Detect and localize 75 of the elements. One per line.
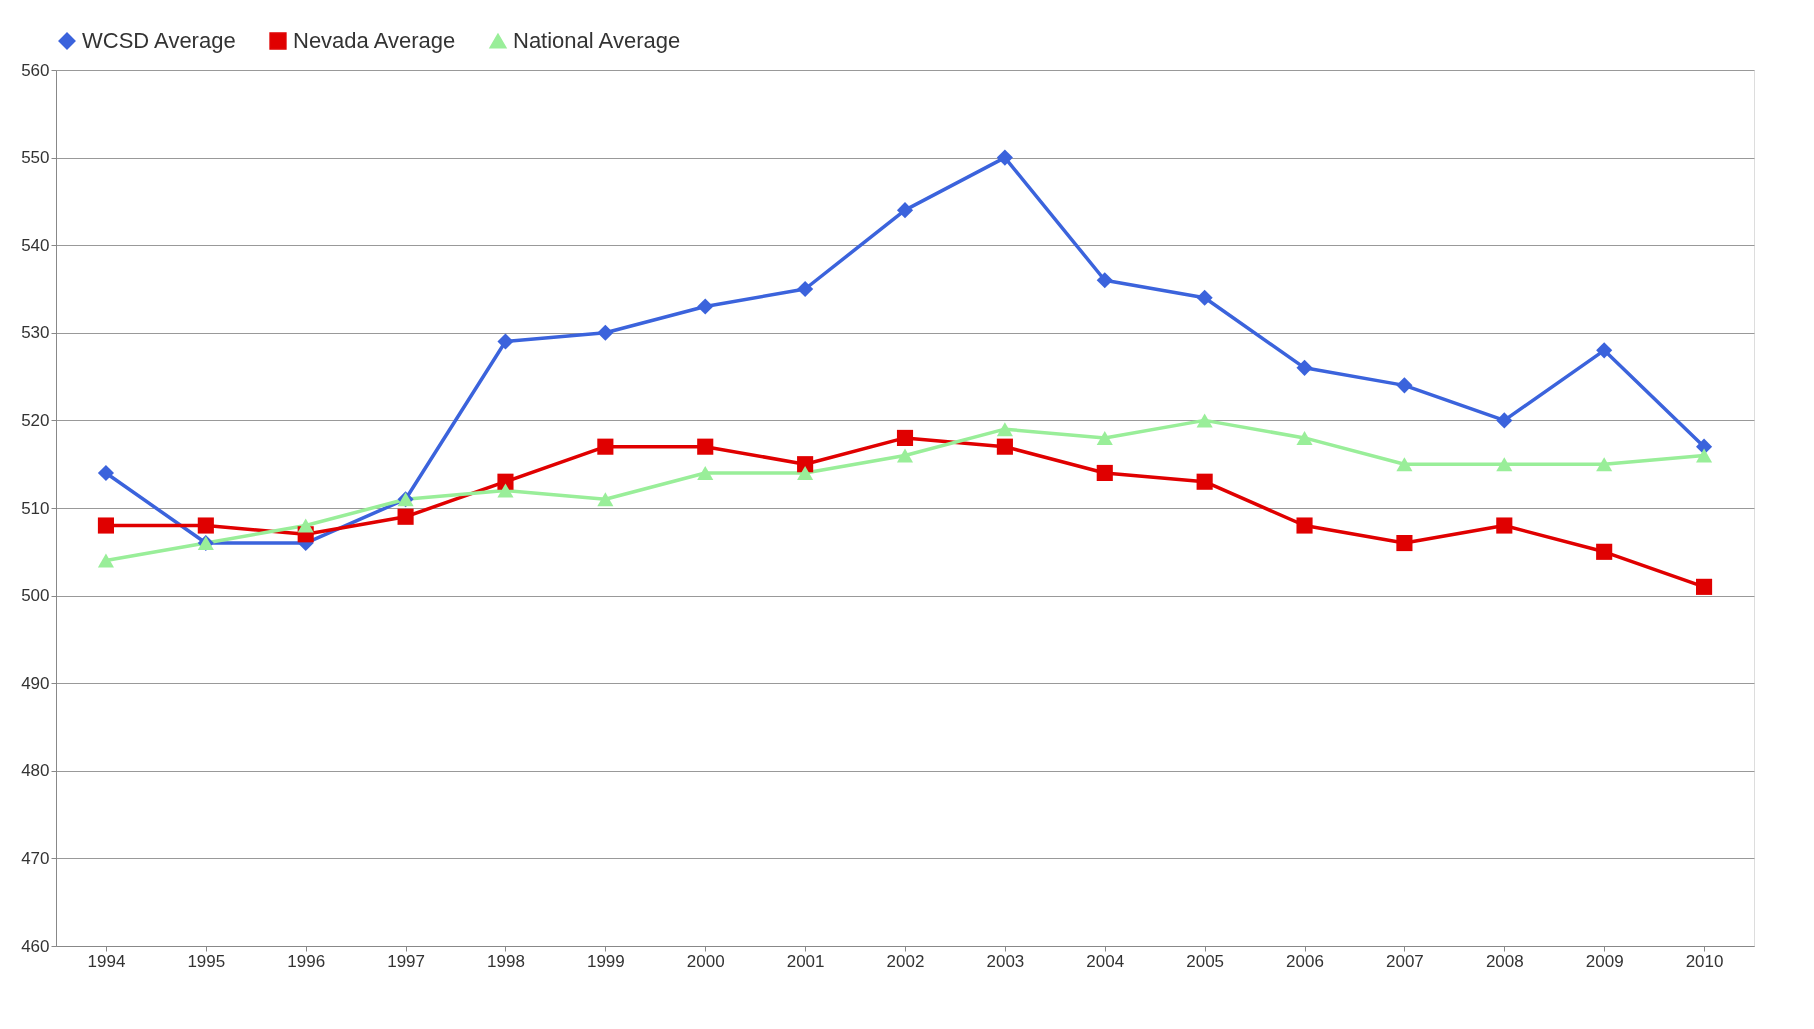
point — [1196, 473, 1213, 490]
x-tick-label: 1998 — [487, 951, 525, 971]
point — [1196, 413, 1213, 428]
point — [1396, 457, 1413, 472]
x-tick-label: 2004 — [1086, 951, 1125, 971]
x-tick-label: 1995 — [187, 951, 226, 971]
point — [697, 438, 714, 455]
x-tick-label: 1999 — [586, 951, 625, 971]
x-tick-label: 2002 — [886, 951, 925, 971]
point — [1096, 464, 1113, 482]
point — [1696, 448, 1713, 463]
y-tick-label: 500 — [21, 586, 50, 606]
point — [297, 518, 314, 533]
x-tick-label: 2003 — [986, 951, 1025, 971]
point — [597, 492, 614, 507]
point — [797, 465, 814, 480]
y-tick-label: 490 — [21, 673, 50, 693]
point — [497, 333, 514, 350]
point — [197, 517, 214, 534]
x-tick-label: 2006 — [1286, 951, 1324, 971]
point — [1496, 412, 1513, 429]
y-tick-label: 540 — [21, 235, 50, 255]
point — [896, 429, 914, 446]
point — [1096, 272, 1113, 289]
point — [97, 517, 114, 534]
point — [1296, 359, 1313, 376]
y-tick-label: 550 — [21, 148, 50, 168]
point — [896, 202, 914, 219]
point — [1096, 430, 1113, 445]
x-tick-label: 2005 — [1186, 951, 1225, 971]
point — [797, 280, 814, 298]
y-tick-label: 480 — [21, 761, 50, 781]
x-tick-label: 2009 — [1585, 951, 1624, 971]
point — [996, 149, 1013, 166]
point — [1596, 457, 1613, 472]
point — [597, 438, 614, 455]
point — [1196, 289, 1213, 306]
point — [97, 464, 114, 482]
point — [497, 483, 514, 498]
point — [697, 298, 714, 315]
y-tick-label: 460 — [21, 936, 50, 956]
y-tick-label: 560 — [21, 60, 50, 80]
x-tick-label: 2010 — [1685, 951, 1724, 971]
x-tick-label: 1996 — [287, 951, 326, 971]
point — [996, 422, 1013, 437]
point — [1696, 578, 1713, 595]
x-tick-label: 2008 — [1485, 951, 1524, 971]
point — [797, 456, 814, 473]
point — [97, 553, 114, 568]
legend-label: WCSD Average — [82, 28, 236, 53]
point — [1496, 517, 1513, 534]
x-tick-label: 1994 — [87, 951, 126, 971]
point — [1296, 430, 1313, 445]
point — [497, 473, 514, 490]
point — [1496, 457, 1513, 472]
point — [397, 508, 414, 525]
y-tick-label: 520 — [21, 410, 50, 430]
point — [1396, 534, 1413, 552]
y-tick-label: 470 — [21, 848, 50, 868]
point — [1396, 377, 1413, 394]
point — [1596, 342, 1613, 359]
point — [896, 448, 914, 463]
x-tick-label: 1997 — [387, 951, 425, 971]
y-tick-label: 530 — [21, 323, 50, 343]
x-tick-label: 2000 — [686, 951, 725, 971]
point — [1296, 517, 1313, 534]
point — [597, 324, 614, 341]
point — [996, 438, 1013, 455]
point — [1596, 543, 1613, 560]
legend-label: Nevada Average — [293, 28, 456, 53]
point — [697, 465, 714, 480]
legend-label: National Average — [513, 28, 681, 53]
x-tick-label: 2001 — [786, 951, 825, 971]
x-tick-label: 2007 — [1386, 951, 1424, 971]
y-tick-label: 510 — [21, 498, 50, 518]
